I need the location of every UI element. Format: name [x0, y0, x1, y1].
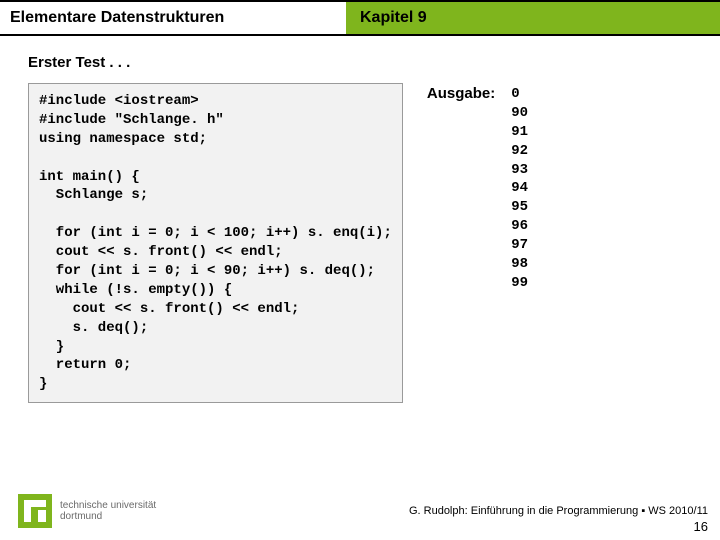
- logo-text: technische universität dortmund: [60, 500, 156, 523]
- output-column: Ausgabe: 0 90 91 92 93 94 95 96 97 98 99: [427, 83, 528, 293]
- header-right-text: Kapitel 9: [360, 9, 427, 27]
- footer-page-number: 16: [409, 519, 708, 534]
- slide-footer: G. Rudolph: Einführung in die Programmie…: [409, 505, 708, 534]
- header-title-left: Elementare Datenstrukturen: [0, 0, 346, 36]
- footer-credit: G. Rudolph: Einführung in die Programmie…: [409, 505, 708, 517]
- slide-header: Elementare Datenstrukturen Kapitel 9: [0, 0, 720, 36]
- slide-content: Erster Test . . . #include <iostream> #i…: [0, 36, 720, 403]
- main-row: #include <iostream> #include "Schlange. …: [28, 83, 692, 403]
- logo-text-line1: technische universität: [60, 500, 156, 512]
- university-logo: technische universität dortmund: [18, 494, 156, 528]
- header-left-text: Elementare Datenstrukturen: [10, 9, 224, 27]
- header-title-right: Kapitel 9: [346, 0, 720, 36]
- output-values: 0 90 91 92 93 94 95 96 97 98 99: [511, 85, 528, 293]
- output-label: Ausgabe:: [427, 85, 495, 102]
- code-block: #include <iostream> #include "Schlange. …: [28, 83, 403, 403]
- subtitle: Erster Test . . .: [28, 54, 692, 71]
- logo-text-line2: dortmund: [60, 511, 156, 523]
- logo-mark-icon: [18, 494, 52, 528]
